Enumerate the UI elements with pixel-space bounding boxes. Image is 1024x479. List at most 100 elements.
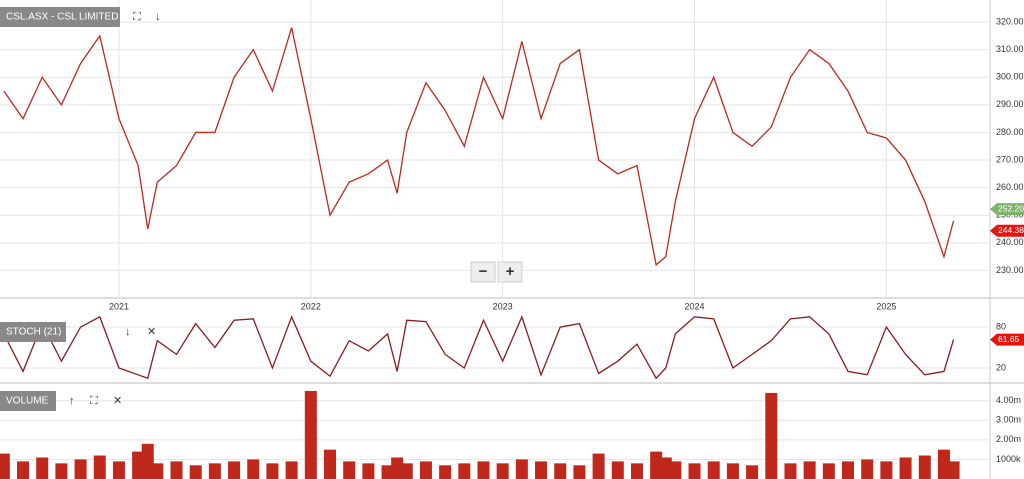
x-tick-label: 2023	[493, 301, 513, 311]
volume-bar	[630, 463, 643, 479]
volume-bar	[918, 455, 931, 479]
volume-bar	[458, 463, 471, 479]
volume-bar	[515, 459, 528, 479]
volume-bar	[439, 465, 452, 479]
volume-bar	[880, 461, 893, 479]
volume-bar	[842, 461, 855, 479]
close-icon[interactable]: ✕	[113, 395, 122, 407]
volume-bar	[324, 449, 336, 479]
panel-title: STOCH (21)	[6, 327, 61, 338]
volume-bar	[36, 457, 49, 479]
title-box	[0, 391, 56, 411]
volume-bar	[659, 457, 672, 479]
volume-bar	[554, 463, 567, 479]
volume-bar	[669, 461, 682, 479]
zoom-out-button[interactable]	[470, 261, 496, 283]
volume-bar	[17, 461, 30, 479]
volume-bar	[391, 457, 404, 479]
y-tick-label: 260.00	[996, 182, 1024, 192]
x-tick-label: 2025	[876, 301, 896, 311]
x-tick-label: 2024	[685, 301, 705, 311]
y-tick-label: 280.00	[996, 127, 1024, 137]
volume-bar	[343, 461, 356, 479]
y-tick-label: 320.00	[996, 16, 1024, 26]
volume-bar	[726, 463, 739, 479]
y-tick-label: 290.00	[996, 99, 1024, 109]
title-box	[0, 322, 66, 342]
expand-icon[interactable]: ⛶	[90, 395, 98, 407]
volume-bar	[247, 459, 260, 479]
y-tick-label: 20	[996, 362, 1006, 372]
zoom-in-button[interactable]	[497, 261, 523, 283]
panel-title: VOLUME	[6, 396, 49, 407]
y-tick-label: 4.00m	[996, 395, 1021, 405]
up-icon[interactable]: ↑	[69, 395, 75, 407]
title-box	[0, 7, 120, 27]
volume-bar	[707, 461, 720, 479]
volume-bar	[74, 459, 87, 479]
panel-title: CSL.ASX - CSL LIMITED	[6, 12, 118, 23]
y-tick-label: 240.00	[996, 237, 1024, 247]
line-series	[3, 27, 955, 267]
x-tick-label: 2021	[109, 301, 129, 311]
volume-bar	[573, 465, 586, 479]
volume-bar	[266, 463, 279, 479]
expand-icon[interactable]: ⛶	[133, 11, 141, 23]
close-icon[interactable]: ✕	[147, 326, 156, 338]
volume-bar	[132, 451, 145, 479]
volume-bar	[0, 453, 10, 479]
y-tick-label: 3.00m	[996, 415, 1021, 425]
down-icon[interactable]: ↓	[155, 11, 161, 23]
y-tick-label: 80	[996, 321, 1006, 331]
volume-bar	[899, 457, 912, 479]
price-flag-label: 61.65	[998, 334, 1020, 344]
price-flag	[990, 333, 1024, 346]
volume-bar	[650, 451, 663, 479]
y-tick-label: 1000k	[996, 454, 1021, 464]
y-tick-label: 230.00	[996, 265, 1024, 275]
volume-bar	[381, 465, 394, 479]
volume-bar	[496, 463, 509, 479]
price-flag-label: 244.38	[998, 225, 1024, 235]
volume-bar	[112, 461, 125, 479]
price-flag-label: 252.20	[998, 203, 1024, 213]
x-tick-label: 2022	[301, 301, 321, 311]
volume-bar	[228, 461, 241, 479]
zoom-in-label[interactable]: +	[506, 263, 515, 280]
volume-bar	[362, 463, 375, 479]
volume-bar	[93, 455, 106, 479]
y-tick-label: 300.00	[996, 72, 1024, 82]
volume-bar	[477, 461, 490, 479]
y-tick-label: 2.00m	[996, 434, 1021, 444]
volume-bar	[170, 461, 183, 479]
volume-bar	[151, 463, 164, 479]
volume-bar	[611, 461, 624, 479]
volume-bar	[304, 390, 317, 479]
volume-bar	[937, 449, 950, 479]
down-icon[interactable]: ↓	[125, 326, 131, 338]
volume-bar	[947, 461, 960, 479]
y-tick-label: 270.00	[996, 154, 1024, 164]
price-flag	[990, 203, 1024, 216]
zoom-out-label[interactable]: −	[479, 263, 488, 280]
volume-bar	[208, 463, 221, 479]
volume-bar	[688, 463, 701, 479]
volume-bar	[141, 443, 154, 479]
y-tick-label: 310.00	[996, 44, 1024, 54]
volume-bar	[189, 465, 202, 479]
volume-bar	[803, 461, 816, 479]
volume-bar	[746, 465, 759, 479]
volume-bar	[400, 463, 413, 479]
volume-bar	[861, 459, 874, 479]
volume-bar	[822, 463, 835, 479]
volume-bar	[419, 461, 432, 479]
price-flag	[990, 224, 1024, 237]
volume-bar	[285, 461, 298, 479]
volume-bar	[535, 461, 548, 479]
volume-bar	[765, 392, 778, 479]
volume-bar	[592, 453, 605, 479]
line-series	[3, 314, 955, 380]
